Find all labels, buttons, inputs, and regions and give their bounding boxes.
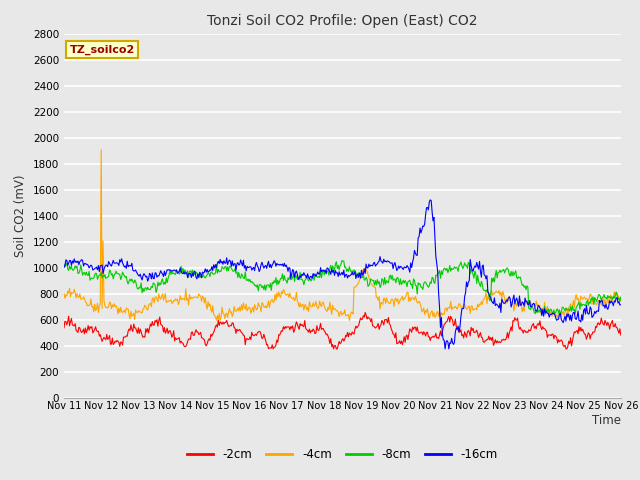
- X-axis label: Time: Time: [592, 414, 621, 427]
- Title: Tonzi Soil CO2 Profile: Open (East) CO2: Tonzi Soil CO2 Profile: Open (East) CO2: [207, 14, 477, 28]
- Legend: -2cm, -4cm, -8cm, -16cm: -2cm, -4cm, -8cm, -16cm: [182, 443, 502, 466]
- Y-axis label: Soil CO2 (mV): Soil CO2 (mV): [14, 175, 28, 257]
- Text: TZ_soilco2: TZ_soilco2: [70, 45, 135, 55]
